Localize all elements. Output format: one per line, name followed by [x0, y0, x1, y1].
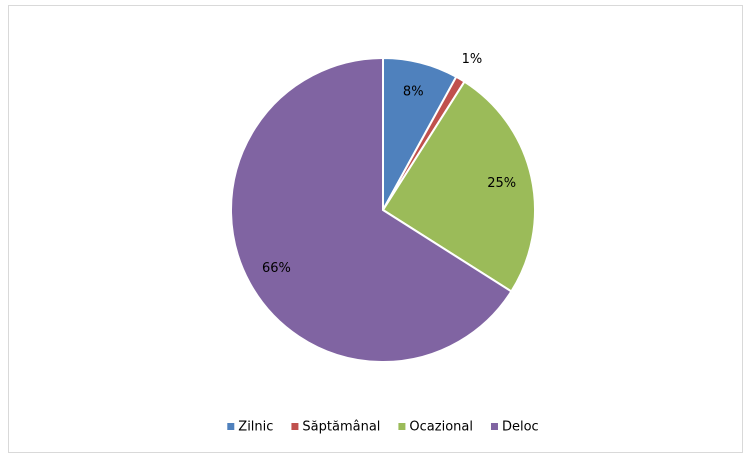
data-label: 8%: [403, 85, 424, 100]
pie-slice: [230, 56, 513, 363]
legend-swatch: [227, 423, 235, 430]
legend-swatch: [291, 423, 299, 430]
data-label: 25%: [487, 176, 516, 191]
legend-label: Ocazional: [409, 420, 473, 435]
data-label: 66%: [262, 261, 291, 276]
legend-swatch: [490, 423, 498, 430]
legend-label: Săptămânal: [302, 420, 380, 435]
data-label: 1%: [462, 52, 483, 67]
legend: Zilnic Săptămânal Ocazional Deloc: [227, 420, 539, 435]
legend-label: Deloc: [502, 420, 539, 435]
pie-slice: [381, 80, 536, 293]
legend-label: Zilnic: [238, 420, 273, 435]
legend-swatch: [398, 423, 406, 430]
